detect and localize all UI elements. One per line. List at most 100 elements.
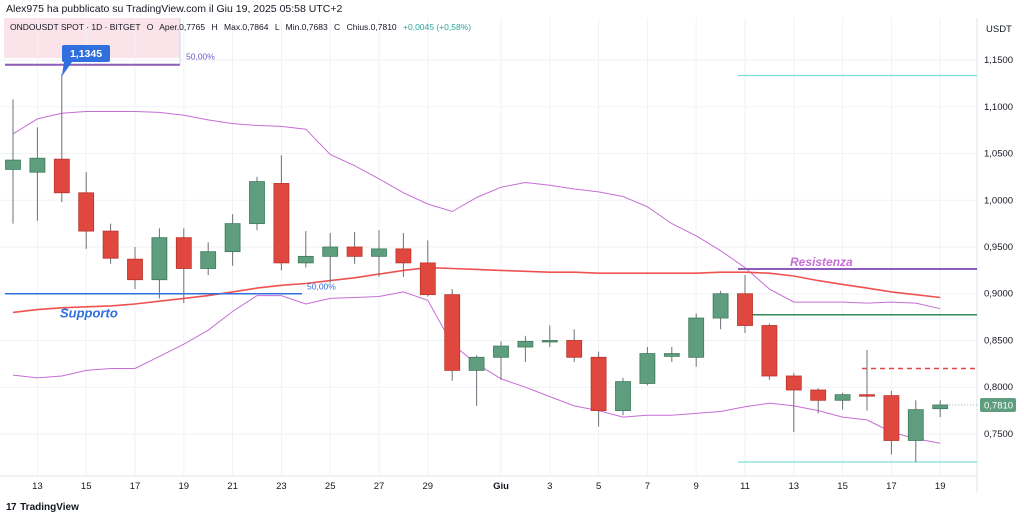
candles[interactable]	[5, 74, 949, 462]
date-tick-label: 11	[740, 481, 750, 492]
annotations[interactable]: 1,1345 50,00% Supporto 50,00% Resistenza	[60, 45, 853, 321]
date-tick-label: 7	[645, 481, 650, 492]
candle-body	[419, 262, 436, 296]
legend-open: Aper.0,7765	[159, 22, 205, 32]
support-percent: 50,00%	[307, 282, 336, 292]
candle-body	[322, 246, 339, 257]
tradingview-logo-icon: 17	[6, 501, 17, 513]
last-price-badge[interactable]	[980, 397, 1016, 412]
moving-average-line	[12, 266, 941, 314]
candle-body	[883, 395, 900, 441]
price-tick-label: 0,9000	[984, 289, 1013, 300]
candle-body	[907, 409, 924, 441]
date-tick-label: 17	[130, 481, 141, 492]
time-axis[interactable]: 13 15 17 19 21 23 25 27 29 Giu 3 5 7 9 11 13 15 17 19	[32, 481, 945, 492]
candle-body	[53, 158, 70, 194]
candle-body	[127, 258, 143, 281]
candle-body	[590, 356, 607, 411]
candle-body	[151, 237, 168, 281]
candle-body	[346, 246, 363, 257]
date-tick-label: 27	[374, 481, 385, 492]
high-price-value: 1,1345	[70, 48, 102, 60]
date-tick-label: 23	[276, 481, 287, 492]
high-line-percent: 50,00%	[186, 52, 215, 62]
date-tick-label: 9	[694, 481, 699, 492]
chart-area[interactable]: USDT 1,1500 1,1000 1,0500 1,0000 0,9500 0,900…	[0, 18, 1024, 498]
candle-body	[371, 248, 387, 257]
candle-body	[517, 341, 534, 348]
candle-body	[175, 237, 192, 269]
support-label: Supporto	[60, 306, 118, 321]
date-tick-label: 21	[227, 481, 238, 492]
date-tick-label: 19	[935, 481, 946, 492]
date-tick-label: 5	[596, 481, 601, 492]
price-tick-label: 0,8000	[984, 382, 1013, 393]
candle-body	[785, 375, 802, 391]
grid	[0, 18, 977, 476]
price-tick-label: 1,0000	[984, 195, 1013, 206]
date-tick-label: 17	[886, 481, 897, 492]
currency-label: USDT	[986, 24, 1012, 35]
price-axis[interactable]: 1,1500 1,1000 1,0500 1,0000 0,9500 0,9000 0,85…	[984, 55, 1013, 440]
candle-body	[834, 394, 851, 401]
candle-body	[712, 293, 729, 319]
footer-brand-name: TradingView	[20, 501, 79, 513]
moving-average	[12, 266, 941, 314]
price-chart[interactable]: USDT 1,1500 1,1000 1,0500 1,0000 0,9500 0,900…	[0, 18, 1024, 498]
date-tick-label: 15	[81, 481, 92, 492]
candle-body	[395, 248, 412, 264]
candle-body	[444, 294, 461, 371]
candle-body	[688, 317, 705, 358]
candle-body	[29, 157, 46, 173]
candle-body	[78, 192, 95, 232]
legend-open-label: O	[147, 22, 154, 32]
candle-body	[859, 394, 875, 397]
price-tick-label: 1,0500	[984, 149, 1013, 160]
candle-body	[468, 356, 485, 371]
candle-body	[200, 251, 217, 269]
upper-band-line	[12, 111, 941, 310]
candle-body	[102, 230, 119, 259]
candle-body	[615, 381, 631, 411]
price-tick-label: 1,1000	[984, 102, 1013, 113]
candle-body	[273, 183, 290, 264]
price-tick-label: 0,8500	[984, 335, 1013, 346]
candle-body	[249, 181, 265, 225]
footer-brand[interactable]: 17 TradingView	[6, 499, 79, 515]
candle-body	[737, 293, 753, 326]
candle-body	[761, 325, 778, 377]
high-price-callout-tail	[61, 62, 72, 77]
last-price-value: 0,7810	[984, 400, 1013, 411]
price-levels	[5, 18, 977, 463]
candle-body	[541, 340, 558, 343]
date-tick-label: 19	[179, 481, 190, 492]
date-tick-label: 29	[423, 481, 434, 492]
candle-body	[810, 389, 827, 401]
legend-close: Chius.0,7810	[347, 22, 397, 32]
resistance-label: Resistenza	[790, 255, 853, 269]
candle-body	[5, 159, 21, 170]
legend-line: ONDOUSDT SPOT · 1D · BITGET O Aper.0,776…	[10, 22, 471, 32]
date-tick-label: 13	[32, 481, 43, 492]
candle-body	[566, 340, 583, 358]
price-tick-label: 1,1500	[984, 55, 1013, 66]
legend-high: Max.0,7864	[224, 22, 269, 32]
price-tick-label: 0,7500	[984, 429, 1013, 440]
candle-body	[663, 353, 680, 357]
high-price-callout[interactable]	[62, 45, 110, 62]
candle-body	[224, 223, 241, 253]
legend-change: +0,0045 (+0,58%)	[403, 22, 471, 32]
legend-high-label: H	[212, 22, 218, 32]
candle-body	[932, 404, 949, 410]
legend-low-label: L	[275, 22, 280, 32]
date-tick-label: 13	[789, 481, 800, 492]
candle-body	[493, 345, 509, 358]
date-tick-label: Giu	[493, 481, 509, 492]
candle-body	[297, 255, 314, 264]
legend-low: Min.0,7683	[286, 22, 328, 32]
legend-symbol: ONDOUSDT SPOT · 1D · BITGET	[10, 22, 140, 32]
date-tick-label: 3	[547, 481, 552, 492]
date-tick-label: 15	[837, 481, 848, 492]
candle-body	[639, 353, 656, 384]
date-tick-label: 25	[325, 481, 336, 492]
